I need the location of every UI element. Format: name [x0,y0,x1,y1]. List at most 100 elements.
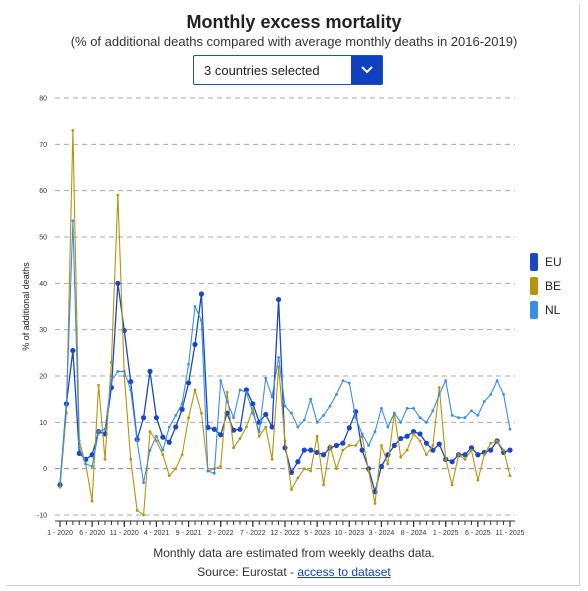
data-point-eu [314,449,320,456]
legend-label: EU [545,255,562,269]
legend-swatch [530,253,538,271]
data-point-nl [187,363,190,366]
data-point-nl [399,420,403,424]
data-point-nl [238,388,242,392]
data-point-eu [173,424,179,430]
data-point-eu [398,435,404,442]
data-point-be [335,467,338,471]
data-point-be [470,448,473,452]
data-point-eu [218,432,224,438]
data-point-eu [295,459,301,465]
data-point-nl [167,425,171,429]
data-point-be [457,453,460,457]
data-point-eu [140,415,147,421]
data-point-eu [237,426,243,432]
x-tick-label: 7 - 2022 [240,530,266,537]
data-point-nl [335,393,338,396]
y-tick-label: 20 [39,374,47,381]
data-point-nl [296,425,300,429]
x-tick-label: 10 - 2023 [334,530,364,537]
data-point-nl [412,407,415,410]
data-point-eu [89,452,95,458]
data-point-be [58,485,62,489]
y-tick-label: 10 [39,420,47,427]
data-point-be [399,455,403,459]
data-point-nl [225,400,229,403]
x-tick-label: 8 - 2024 [401,530,427,537]
data-point-nl [232,416,235,420]
y-tick-label: 40 [39,281,47,288]
data-point-be [437,386,441,389]
series-line-be [59,129,511,516]
data-point-eu [436,441,442,447]
x-tick-label: 11 - 2020 [110,530,139,537]
data-point-nl [489,393,493,396]
data-point-nl [315,420,319,424]
data-point-be [405,448,409,452]
legend-item-eu[interactable]: EU [530,250,580,274]
data-point-be [380,444,383,447]
data-point-nl [476,413,480,417]
data-point-eu [269,424,275,430]
x-tick-label: 6 - 2020 [79,530,105,537]
data-point-nl [200,319,203,322]
dataset-link[interactable]: access to dataset [297,565,391,579]
data-point-be [257,434,261,438]
data-point-nl [264,376,268,380]
data-point-nl [283,404,287,408]
data-point-nl [161,448,165,452]
data-point-nl [193,305,197,308]
chart-legend: EU BE NL [530,250,580,322]
y-tick-label: 70 [39,142,47,149]
data-point-eu [423,440,430,446]
data-point-be [174,467,178,471]
data-point-be [315,434,319,438]
data-point-nl [418,416,422,420]
data-point-eu [346,425,352,431]
data-point-eu [115,280,121,286]
data-point-be [103,458,107,461]
data-point-nl [180,402,184,406]
data-point-eu [507,447,513,453]
source-line: Source: Eurostat - access to dataset [0,565,588,579]
data-point-eu [430,447,436,453]
data-point-nl [212,471,216,475]
data-point-eu [391,442,397,449]
data-point-be [425,453,428,457]
data-point-nl [392,411,396,415]
data-point-be [71,129,75,132]
data-point-be [135,508,139,512]
chart-frame [6,4,580,586]
data-point-eu [211,426,217,432]
data-point-nl [405,407,409,410]
data-point-be [110,360,113,364]
data-point-be [238,437,242,440]
data-point-eu [128,378,134,385]
data-point-nl [322,413,325,417]
data-point-eu [340,440,346,446]
data-point-nl [482,400,486,403]
data-point-nl [425,420,428,424]
data-point-nl [84,462,88,466]
data-point-eu [481,449,487,456]
data-point-be [155,439,158,443]
chevron-down-icon[interactable] [351,56,382,84]
data-point-eu [417,431,423,437]
data-point-be [418,439,422,443]
country-selector-dropdown[interactable]: 3 countries selected [193,55,383,85]
page-subtitle: (% of additional deaths compared with av… [70,34,518,49]
footnote: Monthly data are estimated from weekly d… [153,546,435,560]
data-point-eu [160,434,166,440]
data-point-nl [431,409,435,413]
data-point-nl [135,439,139,443]
data-point-be [245,425,248,429]
data-point-nl [373,430,377,433]
data-point-be [412,432,415,436]
data-point-nl [328,404,332,408]
legend-item-nl[interactable]: NL [530,298,580,322]
legend-item-be[interactable]: BE [530,274,580,298]
data-point-be [495,439,499,443]
x-tick-label: 1 - 2025 [433,530,459,537]
source-prefix: Source: Eurostat - [197,565,298,579]
data-point-eu [198,291,205,297]
